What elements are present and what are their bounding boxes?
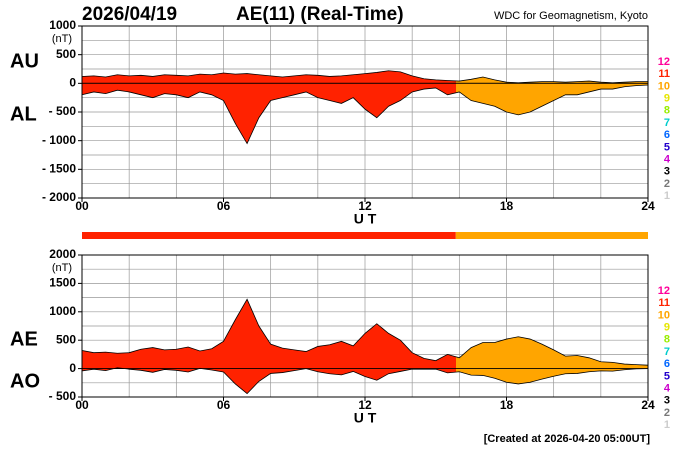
area bbox=[81, 82, 649, 145]
x-tick-label: 06 bbox=[217, 398, 231, 412]
y-tick-label: 0 bbox=[69, 361, 76, 375]
y-tick-label: 500 bbox=[56, 47, 76, 61]
title: AE(11) (Real-Time) bbox=[236, 4, 404, 25]
count-legend-label: 11 bbox=[658, 297, 670, 309]
area bbox=[81, 70, 649, 84]
y-unit: (nT) bbox=[52, 33, 72, 45]
y-tick-label: - 1500 bbox=[42, 162, 76, 176]
count-legend-label: 10 bbox=[658, 309, 670, 321]
count-legend-label: 8 bbox=[664, 334, 670, 346]
y-tick-label: - 2000 bbox=[42, 190, 76, 204]
count-legend-label: 5 bbox=[664, 370, 670, 382]
area bbox=[81, 298, 649, 369]
y-tick-label: 500 bbox=[56, 332, 76, 346]
x-axis-label: U T bbox=[354, 410, 377, 426]
y-tick-label: - 500 bbox=[49, 104, 77, 118]
y-tick-label: 1000 bbox=[49, 18, 76, 32]
count-legend-label: 3 bbox=[664, 166, 670, 178]
count-legend-label: 1 bbox=[664, 419, 670, 431]
count-legend-label: 12 bbox=[658, 285, 670, 297]
y-unit: (nT) bbox=[52, 262, 72, 274]
series-label: AO bbox=[10, 370, 40, 392]
count-legend-label: 11 bbox=[658, 68, 670, 80]
count-legend-label: 8 bbox=[664, 105, 670, 117]
count-legend-label: 1 bbox=[664, 190, 670, 202]
y-tick-label: 2000 bbox=[49, 247, 76, 261]
station-bar-segment bbox=[455, 232, 648, 239]
y-tick-label: 1500 bbox=[49, 276, 76, 290]
count-legend-label: 5 bbox=[664, 141, 670, 153]
count-legend-label: 9 bbox=[664, 93, 670, 105]
source: WDC for Geomagnetism, Kyoto bbox=[494, 10, 648, 22]
count-legend-label: 4 bbox=[664, 383, 671, 395]
x-tick-label: 18 bbox=[500, 398, 514, 412]
x-axis-label: U T bbox=[354, 211, 377, 227]
y-tick-label: - 1000 bbox=[42, 133, 76, 147]
y-tick-label: 1000 bbox=[49, 304, 76, 318]
area bbox=[81, 367, 649, 395]
count-legend-label: 9 bbox=[664, 322, 670, 334]
count-legend-label: 3 bbox=[664, 395, 670, 407]
x-tick-label: 00 bbox=[75, 398, 89, 412]
date: 2026/04/19 bbox=[82, 4, 177, 25]
count-legend-label: 7 bbox=[664, 346, 670, 358]
x-tick-label: 24 bbox=[641, 398, 655, 412]
station-bar-segment bbox=[82, 232, 456, 239]
x-tick-label: 18 bbox=[500, 199, 514, 213]
x-tick-label: 00 bbox=[75, 199, 89, 213]
footer: [Created at 2026-04-20 05:00UT] bbox=[484, 433, 651, 445]
series-label: AL bbox=[10, 103, 37, 125]
x-tick-label: 12 bbox=[358, 199, 372, 213]
count-legend-label: 7 bbox=[664, 117, 670, 129]
count-legend-label: 2 bbox=[664, 178, 670, 190]
count-legend-label: 6 bbox=[664, 358, 670, 370]
count-legend-label: 6 bbox=[664, 129, 670, 141]
x-tick-label: 12 bbox=[358, 398, 372, 412]
series-label: AU bbox=[10, 50, 39, 72]
count-legend-label: 2 bbox=[664, 407, 670, 419]
count-legend-label: 12 bbox=[658, 56, 670, 68]
series-label: AE bbox=[10, 328, 38, 350]
y-tick-label: - 500 bbox=[49, 389, 77, 403]
y-tick-label: 0 bbox=[69, 76, 76, 90]
x-tick-label: 06 bbox=[217, 199, 231, 213]
x-tick-label: 24 bbox=[641, 199, 655, 213]
count-legend-label: 10 bbox=[658, 80, 670, 92]
count-legend-label: 4 bbox=[664, 154, 671, 166]
